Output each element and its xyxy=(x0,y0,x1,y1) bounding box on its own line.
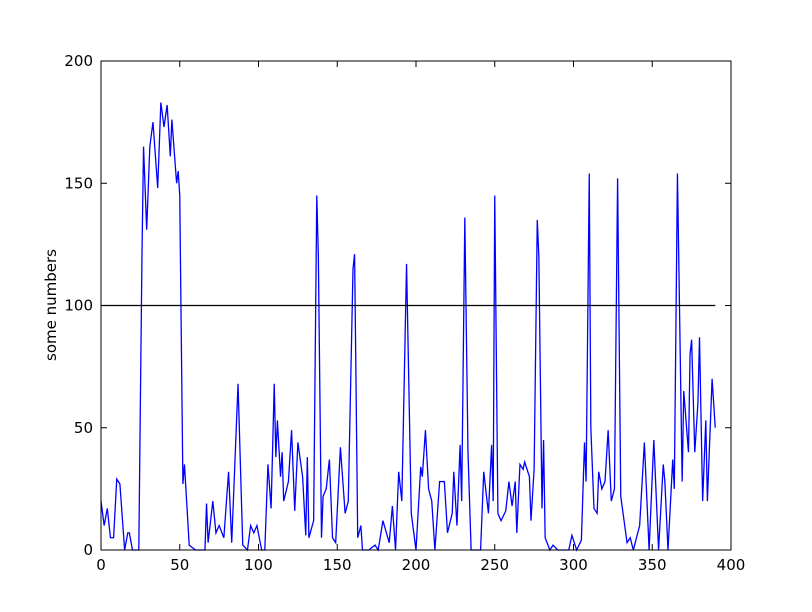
x-tick-label: 200 xyxy=(402,556,431,574)
x-tick-label: 250 xyxy=(480,556,509,574)
x-tick-label: 0 xyxy=(96,556,106,574)
x-tick-label: 100 xyxy=(244,556,273,574)
x-tick-label: 350 xyxy=(638,556,667,574)
y-axis-label: some numbers xyxy=(42,249,60,361)
x-tick-label: 400 xyxy=(717,556,746,574)
y-tick-label: 0 xyxy=(83,541,93,559)
x-tick-label: 50 xyxy=(170,556,189,574)
x-tick-label: 300 xyxy=(559,556,588,574)
y-tick-label: 150 xyxy=(64,174,93,192)
x-tick-label: 150 xyxy=(323,556,352,574)
y-tick-label: 50 xyxy=(74,419,93,437)
data-line xyxy=(100,102,716,552)
y-tick-label: 100 xyxy=(64,297,93,315)
plot-frame xyxy=(100,60,732,551)
y-tick-label: 200 xyxy=(64,52,93,70)
